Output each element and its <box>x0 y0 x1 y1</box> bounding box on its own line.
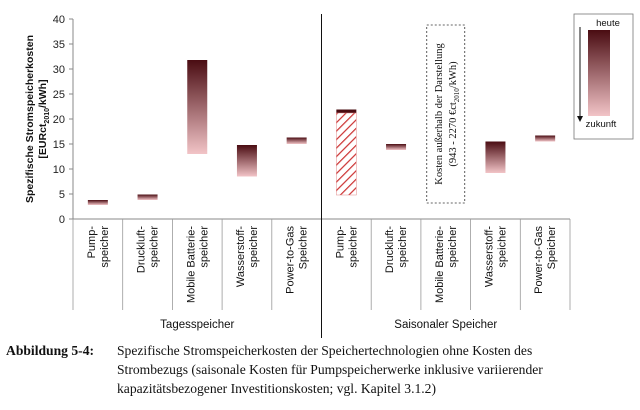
y-tick-label: 30 <box>53 64 65 76</box>
group-label-seasonal: Saisonaler Speicher <box>394 319 497 331</box>
y-tick-label: 5 <box>59 189 65 201</box>
y-tick-label: 15 <box>53 139 65 151</box>
legend-gradient <box>588 30 610 116</box>
category-label-line-2: speicher <box>447 226 459 268</box>
group-label-daily: Tagesspeicher <box>160 319 234 331</box>
category-label-group: Mobile Batterie-speicher <box>434 226 459 303</box>
category-label-line-2: speicher <box>397 226 409 268</box>
category-label-line-2: speicher <box>99 226 111 268</box>
category-label-line-2: speicher <box>347 226 359 268</box>
category-label-group: Pump-speicher <box>334 226 359 268</box>
category-label-line-2: Speicher <box>298 226 310 270</box>
y-tick-label: 35 <box>53 39 65 51</box>
note-subscript: 2010 <box>453 88 461 103</box>
bar <box>87 200 108 205</box>
y-tick-label: 20 <box>53 114 65 126</box>
y-axis-label-line-2: [EURct2010/kWh] <box>37 79 51 158</box>
legend-arrow-head <box>577 116 583 122</box>
note-box <box>426 24 466 204</box>
bar <box>535 135 556 142</box>
note-line-2: (943 - 2270 €ct2010/kWh) <box>448 61 461 167</box>
y-tick-label: 25 <box>53 89 65 101</box>
bar <box>485 141 506 173</box>
bar <box>386 144 407 150</box>
category-label-line-2: speicher <box>496 226 508 268</box>
category-label-group: Druckluft-speicher <box>136 226 161 273</box>
y-axis-label-subscript: 2010 <box>44 108 51 124</box>
bar-solid-cap <box>336 109 357 113</box>
category-label-line-1: Mobile Batterie- <box>185 226 197 303</box>
bar <box>137 194 158 200</box>
category-label-line-1: Druckluft- <box>384 226 396 273</box>
category-label-line-1: Pump- <box>86 226 98 259</box>
chart: 0 5 10 15 20 25 30 35 40 Spezifische Stromspeiche… <box>24 13 634 338</box>
note-line-1: Kosten außerhalb der Darstellung <box>434 43 445 185</box>
y-axis-label-unit-tail: /kWh] <box>37 79 49 108</box>
bar <box>187 60 208 154</box>
category-label-group: Pump-speicher <box>86 226 111 268</box>
category-label-line-1: Pump- <box>334 226 346 259</box>
category-label-group: Power-to-Gas Speicher <box>285 226 310 294</box>
figure-caption: Abbildung 5-4: Spezifische Stromspeicherk… <box>6 341 632 398</box>
category-label-line-1: Power-to-Gas <box>285 226 297 294</box>
legend-label-top: heute <box>596 18 620 29</box>
category-label-line-1: Mobile Batterie- <box>434 226 446 303</box>
y-tick-label: 40 <box>53 14 65 26</box>
y-axis-label-unit: [EURct <box>37 123 49 159</box>
category-label-line-2: Speicher <box>546 226 558 270</box>
y-tick-label: 0 <box>59 214 65 226</box>
bar <box>236 145 257 177</box>
category-label-line-1: Wasserstoff- <box>235 226 247 287</box>
category-label-line-1: Wasserstoff- <box>483 226 495 287</box>
caption-line-2: Strombezugs (saisonale Kosten für Pumpsp… <box>117 362 543 377</box>
category-label-group: Mobile Batterie-speicher <box>185 226 210 303</box>
caption-line-1: Spezifische Stromspeicherkosten der Spei… <box>117 343 533 358</box>
y-axis-label-line-1: Spezifische Stromspeicherkosten <box>24 35 36 203</box>
y-tick-label: 10 <box>53 164 65 176</box>
category-label-line-2: speicher <box>198 226 210 268</box>
category-label-line-2: speicher <box>248 226 260 268</box>
category-label-line-1: Druckluft- <box>136 226 148 273</box>
category-label-group: Wasserstoff-speicher <box>483 226 508 287</box>
category-label-line-1: Power-to-Gas <box>533 226 545 294</box>
bar-hatched <box>336 112 357 196</box>
caption-label: Abbildung 5-4: <box>6 343 95 358</box>
category-label-group: Druckluft-speicher <box>384 226 409 273</box>
note-unit: /kWh) <box>448 61 459 88</box>
caption-line-3: kapazitätsbezogener Investitionskosten; … <box>117 381 436 396</box>
note-range: (943 - 2270 €ct <box>448 102 459 167</box>
category-label-group: Power-to-Gas Speicher <box>533 226 558 294</box>
category-label-line-2: speicher <box>149 226 161 268</box>
note-text-group: Kosten außerhalb der Darstellung (943 - 2… <box>434 43 461 185</box>
bar <box>286 137 307 144</box>
category-label-group: Wasserstoff-speicher <box>235 226 260 287</box>
legend-label-bottom: zukunft <box>586 119 617 130</box>
